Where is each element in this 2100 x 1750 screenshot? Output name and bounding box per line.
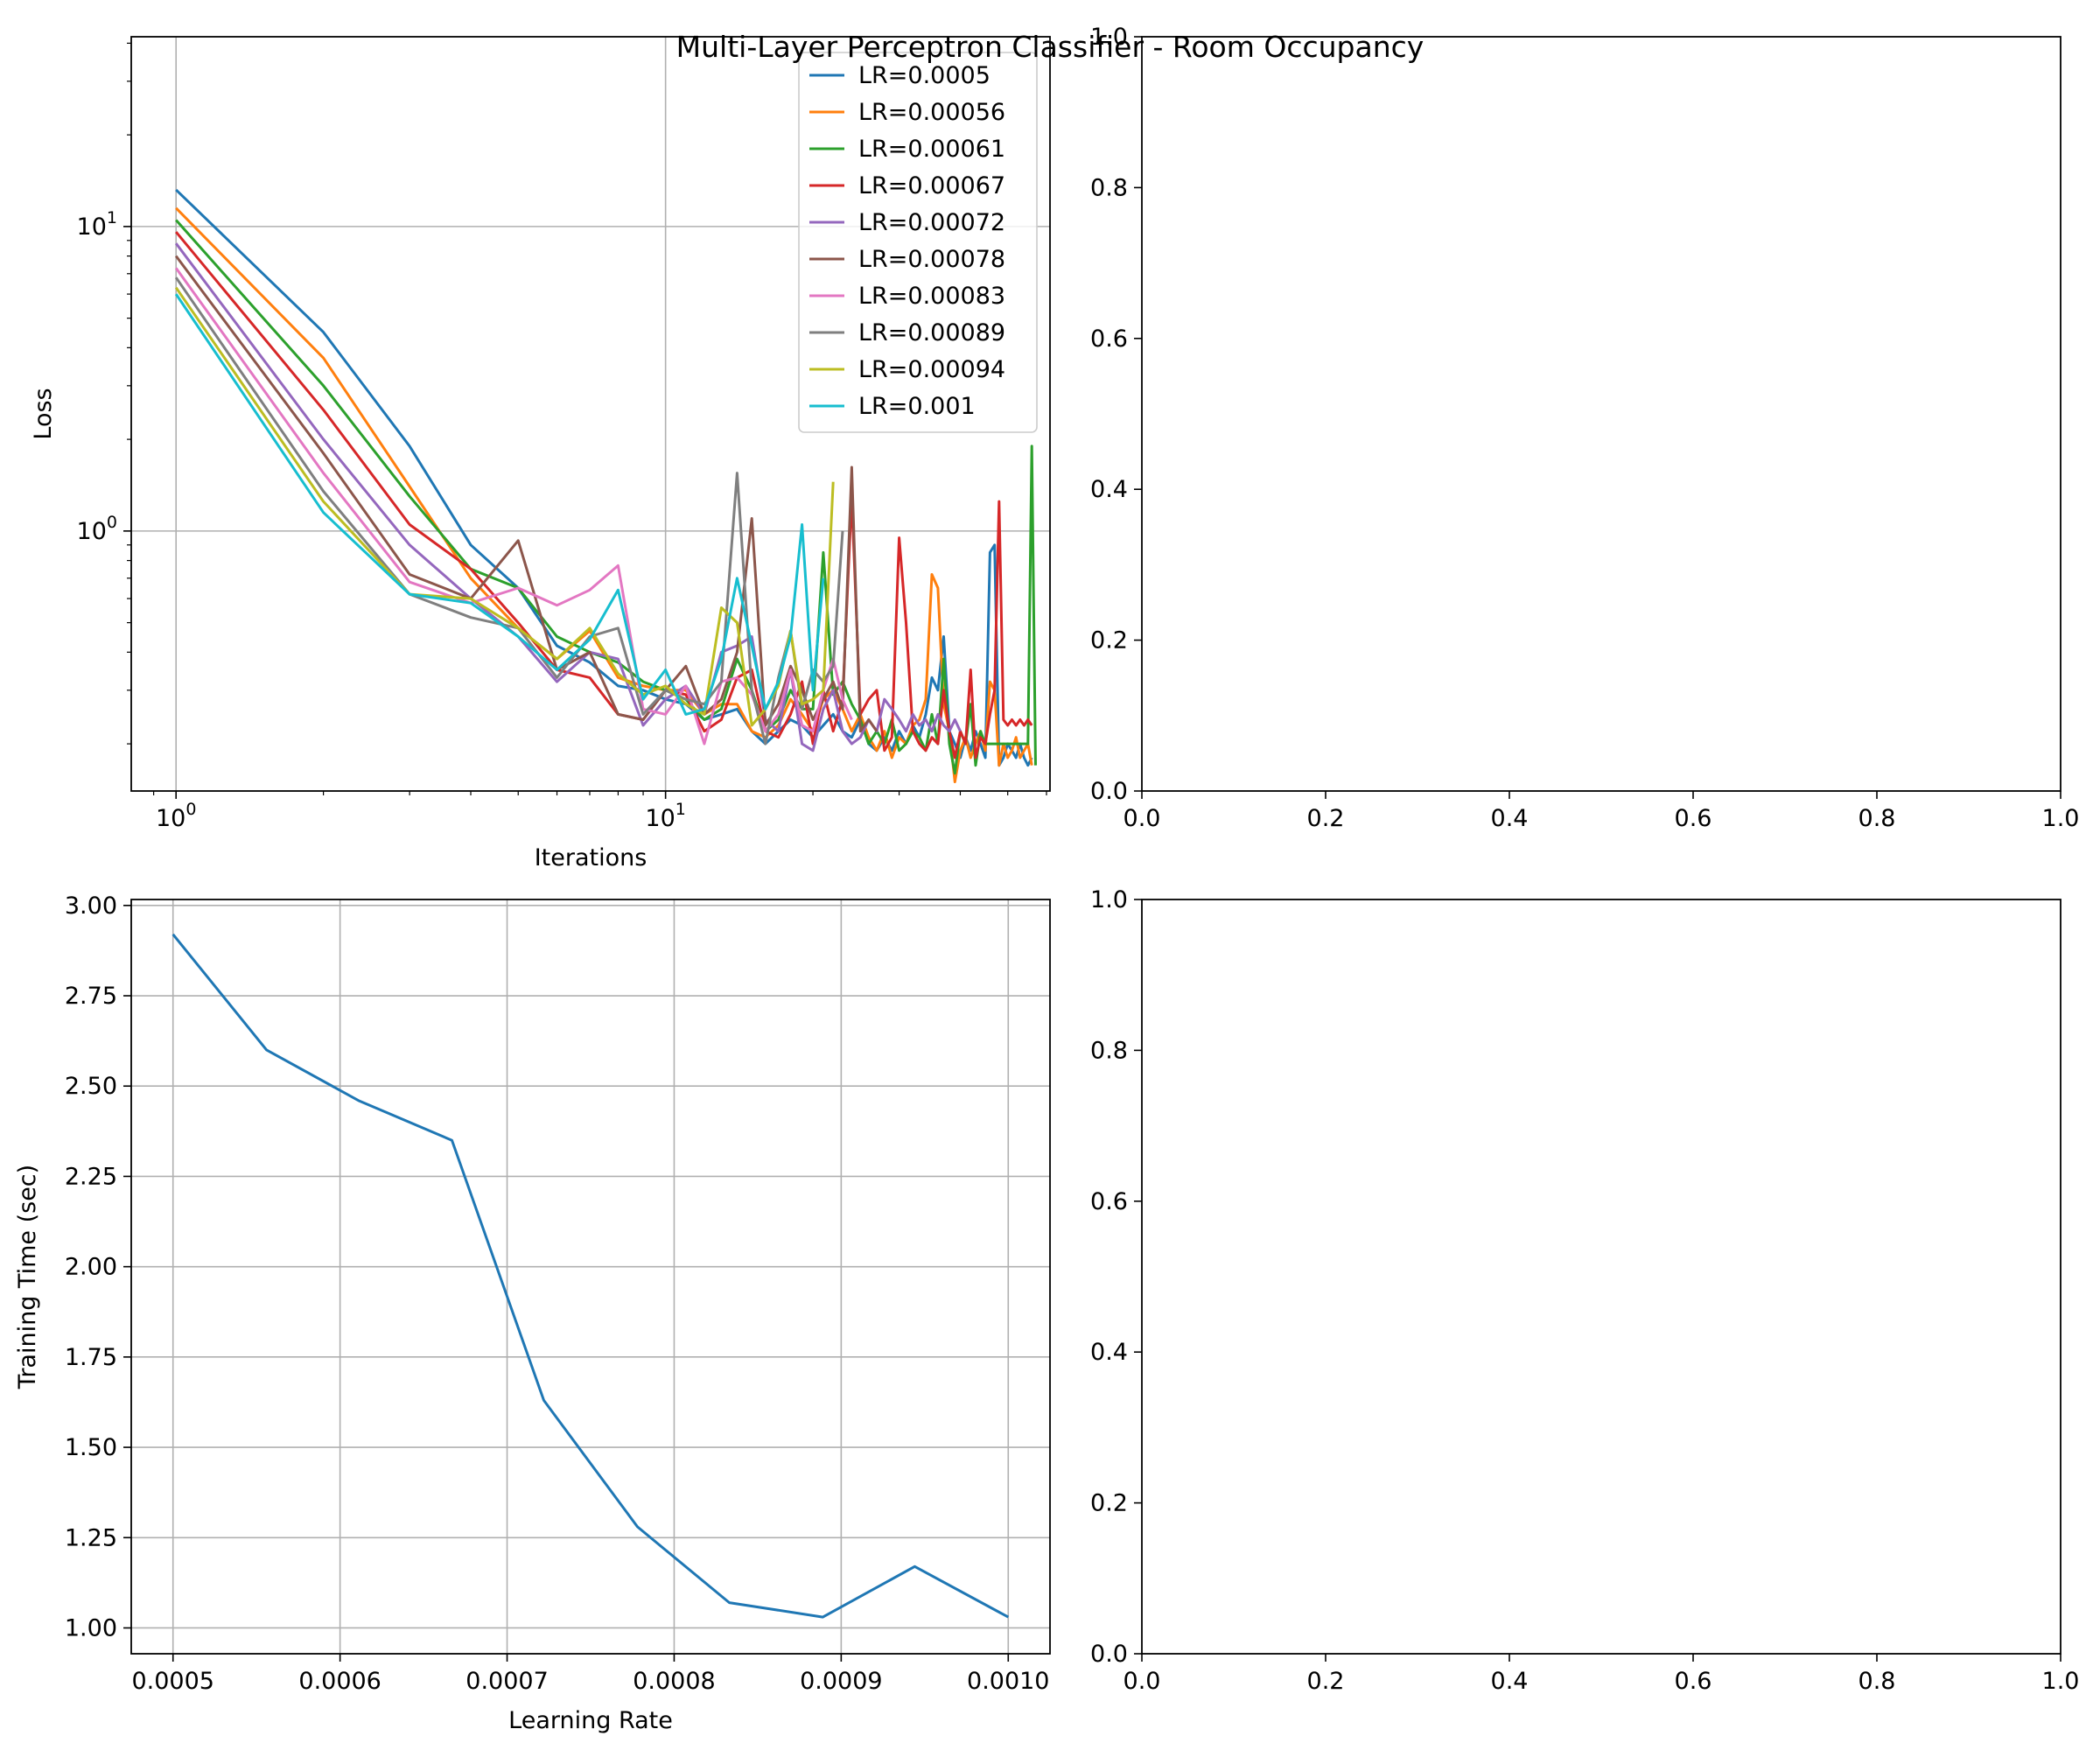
y-tick-label-5: 2.25 xyxy=(65,1163,117,1190)
legend-entry-6: LR=0.00083 xyxy=(858,283,1005,310)
axes-frame xyxy=(1141,899,2062,1655)
y-tick-label-1: 0.2 xyxy=(1090,627,1128,654)
y-tick-label-2: 1.50 xyxy=(65,1434,117,1461)
x-tick-label-1: 0.0006 xyxy=(298,1668,381,1695)
legend-box xyxy=(798,52,1038,433)
axes-frame xyxy=(1141,36,2062,792)
legend-entry-0: LR=0.0005 xyxy=(858,62,990,89)
series-line-5 xyxy=(174,255,878,733)
y-tick-label-0: 100 xyxy=(77,513,117,545)
x-tick-label-1: 101 xyxy=(645,800,685,832)
legend: LR=0.0005 LR=0.00056 LR=0.00061 LR=0.00067 L… xyxy=(798,52,1038,433)
y-tick-label-2: 0.4 xyxy=(1090,1339,1128,1366)
y-axis-label: Training Time (sec) xyxy=(14,1165,41,1390)
series-line-8 xyxy=(174,286,835,727)
x-tick-label-1: 0.2 xyxy=(1307,1668,1345,1695)
y-tick-label-7: 2.75 xyxy=(65,983,117,1010)
y-tick-label-0: 0.0 xyxy=(1090,778,1128,805)
legend-entry-5: LR=0.00078 xyxy=(858,246,1005,273)
y-tick-label-0: 0.0 xyxy=(1090,1641,1128,1668)
series-line-4 xyxy=(175,242,962,752)
legend-entry-9: LR=0.001 xyxy=(858,393,976,420)
y-tick-label-8: 3.00 xyxy=(65,892,117,920)
x-tick-label-2: 0.0007 xyxy=(466,1668,548,1695)
legend-entry-2: LR=0.00061 xyxy=(858,136,1005,163)
empty-panel-top-right: 0.0 0.2 0.4 0.6 0.8 1.0 0.0 0.2 0.4 0.6 0.8 1.0 xyxy=(1090,24,2079,832)
x-tick-label-2: 0.4 xyxy=(1491,805,1529,832)
loss-curve-panel: 100 101100101IterationsLossLR=0.0005LR=0.… xyxy=(30,36,1051,872)
x-tick-label-4: 0.8 xyxy=(1858,805,1896,832)
y-tick-label-2: 0.4 xyxy=(1090,476,1128,503)
x-tick-label-5: 0.0010 xyxy=(967,1668,1049,1695)
y-tick-label-6: 2.50 xyxy=(65,1073,117,1100)
series-line-6 xyxy=(174,267,853,746)
legend-entry-3: LR=0.00067 xyxy=(858,172,1005,200)
y-tick-label-3: 0.6 xyxy=(1090,1188,1128,1215)
series-line-9 xyxy=(174,293,825,716)
legend-entry-1: LR=0.00056 xyxy=(858,99,1005,126)
axes-frame xyxy=(130,36,1051,792)
legend-entry-8: LR=0.00094 xyxy=(858,356,1005,383)
x-tick-label-0: 0.0 xyxy=(1124,805,1161,832)
y-tick-label-5: 1.0 xyxy=(1090,886,1128,914)
x-axis-label: Learning Rate xyxy=(508,1707,673,1734)
y-tick-label-4: 2.00 xyxy=(65,1254,117,1281)
legend-entry-7: LR=0.00089 xyxy=(858,319,1005,346)
legend-entry-4: LR=0.00072 xyxy=(858,209,1005,236)
x-tick-label-0: 0.0005 xyxy=(131,1668,214,1695)
y-axis-label: Loss xyxy=(30,388,57,439)
y-tick-label-1: 0.2 xyxy=(1090,1490,1128,1517)
training-time-panel: 0.0005 0.0006 0.0007 0.0008 0.0009 0.0010 1.00… xyxy=(14,892,1051,1734)
x-tick-label-3: 0.0008 xyxy=(633,1668,715,1695)
x-tick-label-4: 0.8 xyxy=(1858,1668,1896,1695)
x-tick-label-1: 0.2 xyxy=(1307,805,1345,832)
x-tick-label-5: 1.0 xyxy=(2042,1668,2080,1695)
y-tick-label-1: 101 xyxy=(77,208,117,241)
y-tick-label-4: 0.8 xyxy=(1090,174,1128,201)
x-axis-label: Iterations xyxy=(535,844,648,872)
y-tick-label-0: 1.00 xyxy=(65,1614,117,1642)
x-tick-label-3: 0.6 xyxy=(1675,1668,1712,1695)
x-tick-label-3: 0.6 xyxy=(1675,805,1712,832)
x-tick-label-0: 100 xyxy=(156,800,196,832)
series-line-0 xyxy=(172,933,1010,1619)
x-tick-label-0: 0.0 xyxy=(1124,1668,1161,1695)
series-group xyxy=(172,933,1010,1619)
empty-panel-bottom-right: 0.0 0.2 0.4 0.6 0.8 1.0 0.0 0.2 0.4 0.6 0.8 1.0 xyxy=(1090,886,2079,1695)
axes-frame xyxy=(130,899,1051,1655)
figure-suptitle: Multi-Layer Perceptron Classifier - Room… xyxy=(676,30,1424,64)
x-tick-label-5: 1.0 xyxy=(2042,805,2080,832)
y-tick-label-3: 0.6 xyxy=(1090,326,1128,353)
x-tick-label-2: 0.4 xyxy=(1491,1668,1529,1695)
y-tick-label-3: 1.75 xyxy=(65,1344,117,1371)
series-group xyxy=(174,188,1037,784)
y-tick-label-5: 1.0 xyxy=(1090,24,1128,51)
y-tick-label-1: 1.25 xyxy=(65,1524,117,1551)
x-tick-label-4: 0.0009 xyxy=(800,1668,882,1695)
y-tick-label-4: 0.8 xyxy=(1090,1037,1128,1064)
